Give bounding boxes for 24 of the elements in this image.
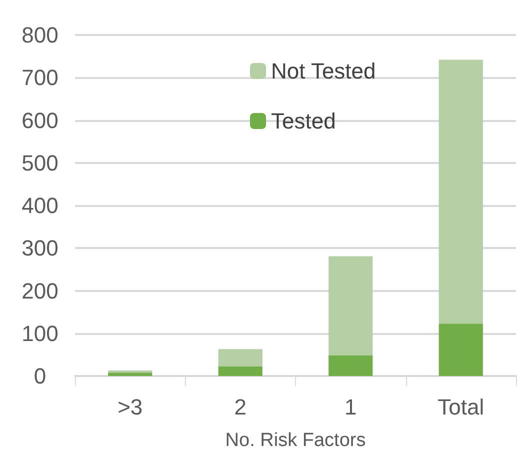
x-axis-title: No. Risk Factors <box>225 430 366 451</box>
y-tick-label: 700 <box>22 65 58 90</box>
y-tick-label: 100 <box>22 320 58 346</box>
y-tick-label: 600 <box>22 108 58 133</box>
bar <box>438 324 483 376</box>
bar <box>438 60 483 324</box>
y-tick-label: 200 <box>22 278 58 304</box>
y-tick-label: 300 <box>22 236 58 261</box>
x-tick-label: 1 <box>344 394 357 420</box>
y-tick-label: 0 <box>34 364 46 388</box>
x-tick-label: 2 <box>234 394 246 420</box>
x-tick-label: >3 <box>118 394 143 420</box>
bar <box>218 349 262 366</box>
bar <box>328 256 373 356</box>
y-tick-label: 800 <box>22 22 58 48</box>
y-tick-label: 500 <box>22 150 58 176</box>
bar <box>108 370 152 373</box>
legend-label: Not Tested <box>271 58 376 84</box>
legend-label: Tested <box>271 108 336 134</box>
bar <box>218 366 262 376</box>
x-tick-label: Total <box>438 394 484 420</box>
bar <box>328 356 373 376</box>
y-tick-label: 400 <box>22 193 58 218</box>
bar <box>108 372 152 376</box>
